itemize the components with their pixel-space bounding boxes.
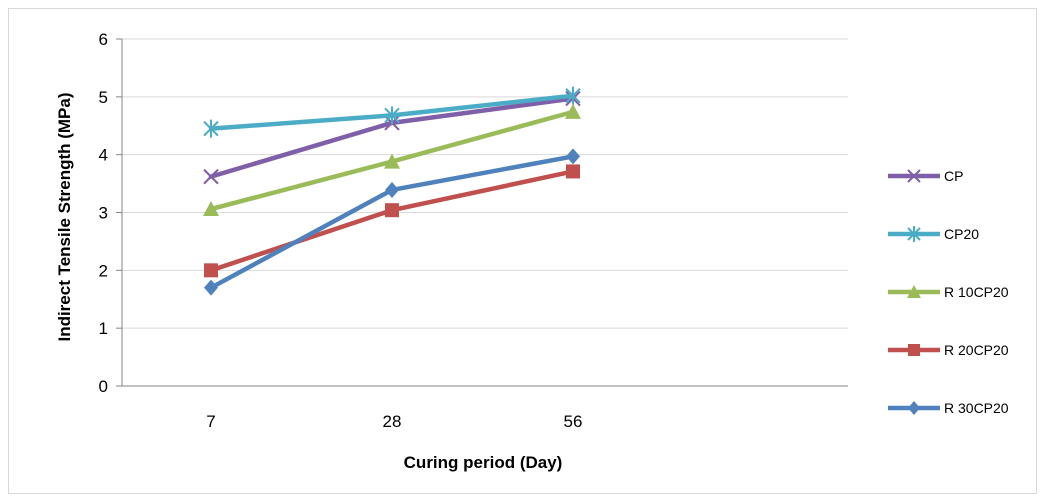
data-point-marker xyxy=(908,344,920,356)
star-marker xyxy=(565,86,581,105)
x-tick-label: 7 xyxy=(206,412,215,431)
legend-label: R 10CP20 xyxy=(944,284,1009,300)
triangle-marker xyxy=(384,153,400,169)
data-point-marker xyxy=(204,279,218,296)
gridlines xyxy=(116,38,848,387)
diamond-marker xyxy=(908,401,920,415)
data-point-marker xyxy=(385,181,399,198)
data-point-marker xyxy=(565,103,581,119)
diamond-marker xyxy=(204,279,218,296)
y-axis-title: Indirect Tensile Strength (MPa) xyxy=(55,92,74,341)
legend-item: CP20 xyxy=(888,226,979,242)
legend-item: R 10CP20 xyxy=(888,284,1009,300)
legend-label: CP xyxy=(944,168,963,184)
series-cp20 xyxy=(203,86,581,138)
y-tick-label: 1 xyxy=(99,319,108,338)
legend-item: R 20CP20 xyxy=(888,342,1009,358)
data-point-marker xyxy=(385,203,399,218)
x-cross-marker xyxy=(203,168,219,185)
x-cross-marker xyxy=(907,169,921,183)
y-tick-label: 2 xyxy=(99,261,108,280)
star-marker xyxy=(907,226,921,242)
data-point-marker xyxy=(566,164,580,179)
y-tick-label: 3 xyxy=(99,204,108,223)
legend-label: CP20 xyxy=(944,226,979,242)
data-point-marker xyxy=(565,86,581,105)
series-r-20cp20 xyxy=(204,164,580,278)
legend-label: R 30CP20 xyxy=(944,400,1009,416)
diamond-marker xyxy=(385,181,399,198)
y-tick-labels: 0 1 2 3 4 5 6 xyxy=(99,30,108,396)
data-point-marker xyxy=(908,401,920,415)
y-tick-label: 4 xyxy=(99,146,108,165)
triangle-marker xyxy=(565,103,581,119)
data-point-marker xyxy=(203,119,219,138)
x-tick-label: 28 xyxy=(383,412,402,431)
y-tick-label: 5 xyxy=(99,88,108,107)
x-axis-title: Curing period (Day) xyxy=(404,453,563,472)
data-point-marker xyxy=(203,168,219,185)
square-marker xyxy=(566,164,580,179)
diamond-marker xyxy=(566,148,580,165)
triangle-marker xyxy=(203,201,219,217)
legend-label: R 20CP20 xyxy=(944,342,1009,358)
axes xyxy=(121,39,848,387)
x-tick-labels: 7 28 56 xyxy=(206,412,582,431)
series-cp xyxy=(203,90,581,185)
series-layer xyxy=(203,86,581,296)
data-point-marker xyxy=(907,169,921,183)
legend-item: CP xyxy=(888,168,963,184)
square-marker xyxy=(908,344,920,356)
x-tick-label: 56 xyxy=(564,412,583,431)
data-point-marker xyxy=(907,285,921,298)
series-line xyxy=(208,154,576,290)
chart-frame xyxy=(8,8,1037,494)
series-r-30cp20 xyxy=(204,148,580,296)
legend-item: R 30CP20 xyxy=(888,400,1009,416)
data-point-marker xyxy=(907,226,921,242)
square-marker xyxy=(204,263,218,278)
data-point-marker xyxy=(566,148,580,165)
data-point-marker xyxy=(203,201,219,217)
y-tick-label: 0 xyxy=(99,377,108,396)
star-marker xyxy=(203,119,219,138)
data-point-marker xyxy=(384,106,400,125)
series-r-10cp20 xyxy=(203,103,581,217)
data-point-marker xyxy=(204,263,218,278)
star-marker xyxy=(384,106,400,125)
triangle-marker xyxy=(907,285,921,298)
legend: CP CP20 R 10CP20 R 20CP20 R 30CP20 xyxy=(888,168,1009,416)
data-point-marker xyxy=(384,153,400,169)
square-marker xyxy=(385,203,399,218)
y-tick-label: 6 xyxy=(99,30,108,49)
